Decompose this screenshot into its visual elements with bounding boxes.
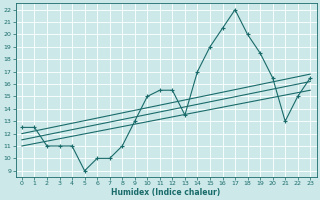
X-axis label: Humidex (Indice chaleur): Humidex (Indice chaleur) (111, 188, 221, 197)
